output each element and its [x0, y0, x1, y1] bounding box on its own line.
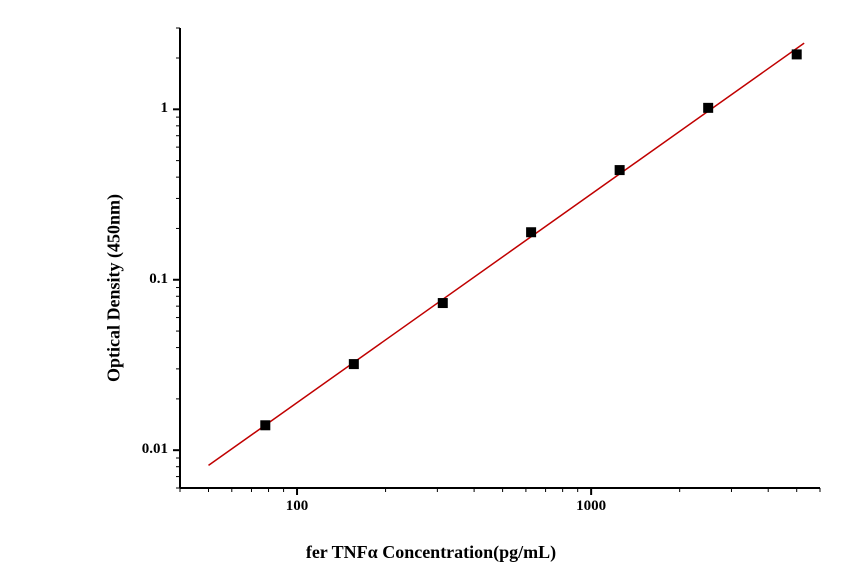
y-tick-label: 1	[161, 100, 169, 117]
y-tick-label: 0.01	[142, 441, 168, 458]
x-tick-label: 100	[277, 498, 317, 515]
chart-container: Optical Density (450nm) fer TNFα Concent…	[0, 0, 862, 575]
chart-svg	[0, 0, 862, 575]
x-tick-label: 1000	[571, 498, 611, 515]
y-tick-label: 0.1	[149, 271, 168, 288]
